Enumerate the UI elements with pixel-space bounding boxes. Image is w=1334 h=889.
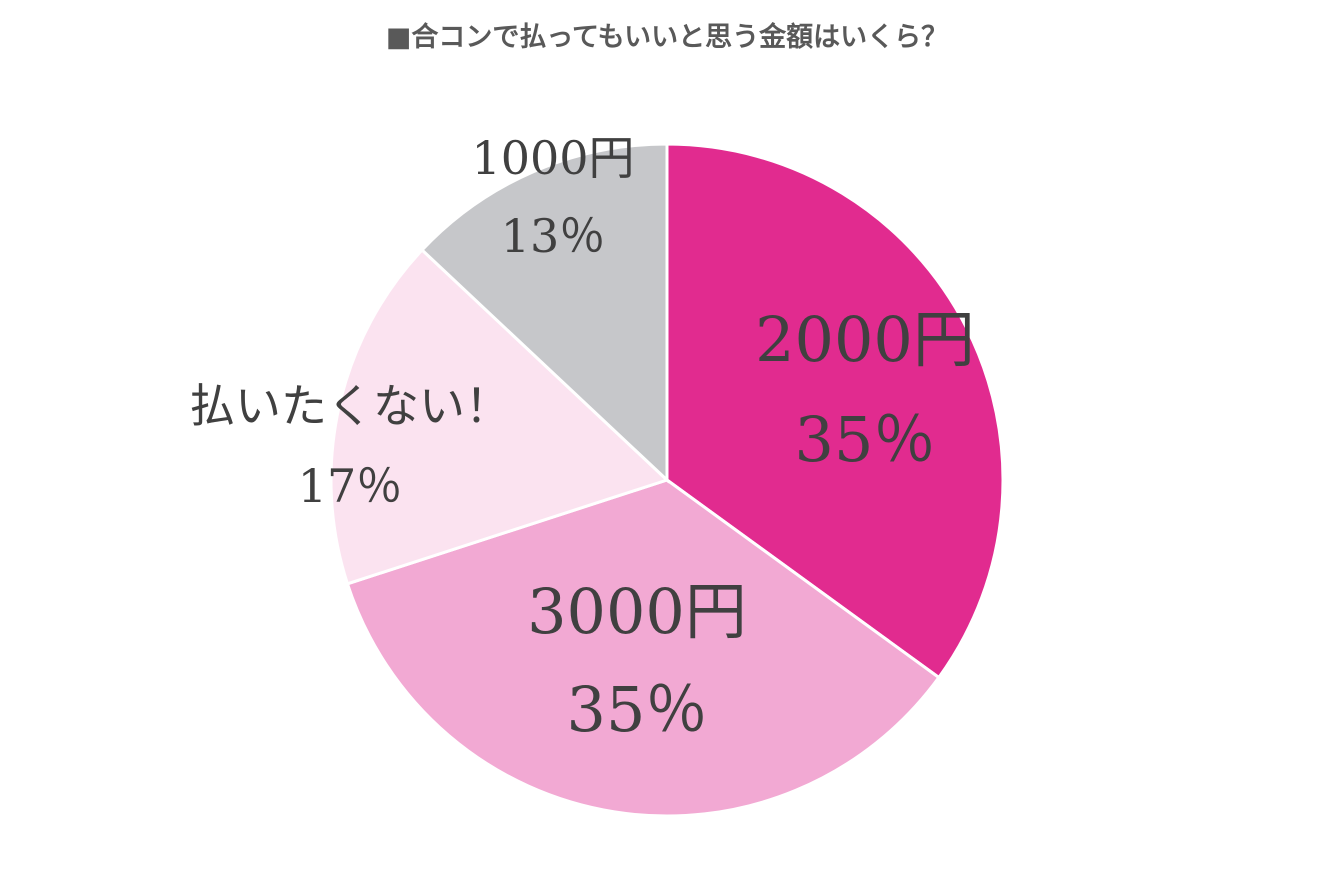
slice-label: 1000円 xyxy=(471,131,634,185)
chart-title: ■合コンで払ってもいいと思う金額はいくら？ xyxy=(386,21,948,53)
slice-label: 2000円 xyxy=(755,303,975,376)
slice-label: 払いたくない！ xyxy=(189,379,511,433)
pie-slice xyxy=(329,247,670,586)
pie-slice xyxy=(345,478,941,818)
pie-slice xyxy=(419,142,669,484)
slice-value-label: 17％ xyxy=(298,459,403,513)
slice-label: 3000円 xyxy=(527,575,747,648)
slice-value-label: 13％ xyxy=(501,209,606,263)
slice-value-label: 35％ xyxy=(795,403,936,476)
pie-slice xyxy=(665,142,1005,680)
slice-value-label: 35％ xyxy=(567,673,708,746)
